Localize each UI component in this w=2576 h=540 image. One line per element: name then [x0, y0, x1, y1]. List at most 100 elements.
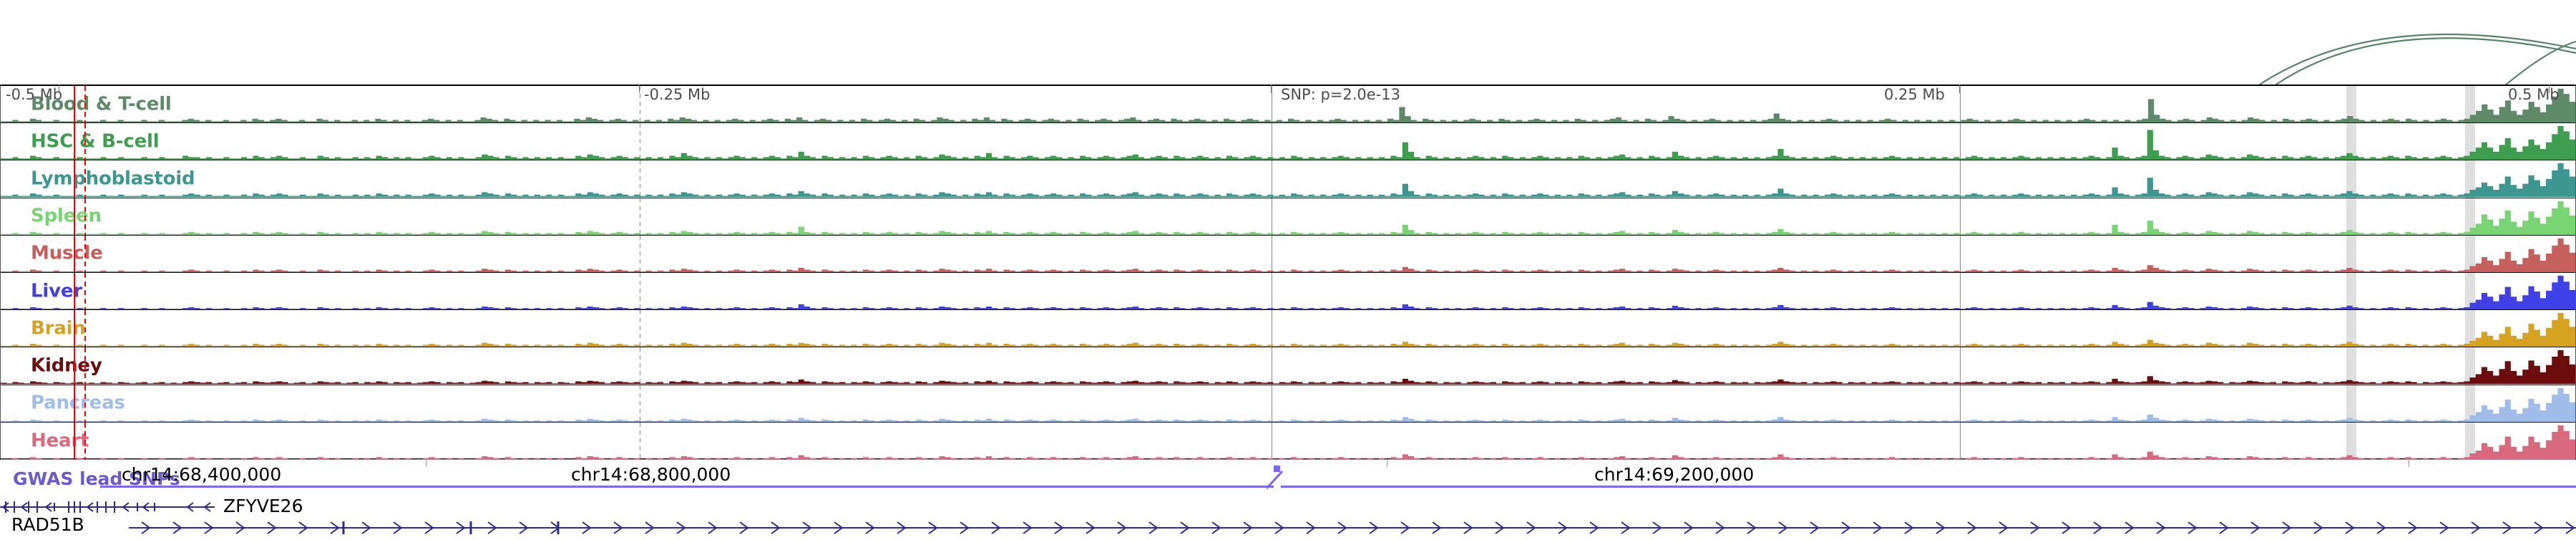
snp-marker-line — [84, 86, 86, 123]
snp-marker-line — [74, 272, 75, 310]
track-label-muscle: Muscle — [31, 242, 103, 264]
highlight-band — [2465, 385, 2475, 422]
highlight-band — [2465, 235, 2475, 272]
arc-2 — [2275, 37, 2576, 85]
highlight-band — [2465, 198, 2475, 235]
highlight-band — [2465, 272, 2475, 310]
gwas-lead-snp-marker[interactable] — [1274, 466, 1280, 472]
signal-area-5 — [1, 275, 2575, 310]
snp-marker-line — [84, 385, 86, 422]
coordinate-label-left: chr14:68,400,000 — [122, 464, 282, 485]
snp-marker-line — [84, 198, 86, 235]
signal-area-1 — [1, 126, 2575, 160]
snp-marker-line — [74, 347, 75, 385]
highlight-band — [2346, 198, 2356, 235]
axis-gridline — [1960, 310, 1961, 347]
arcs-svg — [2258, 33, 2576, 85]
signal-area-2 — [1, 163, 2575, 198]
interaction-arcs-layer — [0, 0, 2576, 85]
signal-track-row[interactable]: Brain — [1, 310, 2575, 348]
arc-3 — [2504, 40, 2576, 85]
signal-track-row[interactable]: Heart — [1, 422, 2575, 460]
signal-tracks-panel[interactable]: Blood & T-cell HSC & B-cell Lymphoblastoid… — [0, 85, 2576, 460]
snp-marker-line — [74, 160, 75, 198]
snp-marker-line — [84, 272, 86, 310]
axis-gridline — [1960, 422, 1961, 460]
highlight-band — [2346, 310, 2356, 347]
bottom-annotation-area: GWAS lead SNPs chr14:68,400,000 chr14:68… — [0, 460, 2576, 537]
signal-track-row[interactable]: Kidney — [1, 347, 2575, 385]
highlight-band — [2346, 385, 2356, 422]
snp-marker-line — [74, 86, 75, 123]
signal-track-row[interactable]: Spleen — [1, 198, 2575, 236]
snp-marker-line — [84, 123, 86, 160]
highlight-band — [2465, 347, 2475, 385]
signal-area-8 — [1, 387, 2575, 422]
track-label-hsc-b-cell: HSC & B-cell — [31, 130, 160, 153]
axis-gridline — [1960, 347, 1961, 385]
highlight-band — [2346, 235, 2356, 272]
zfyve26-gene-model — [0, 501, 215, 513]
highlight-band — [2346, 160, 2356, 198]
axis-gridline — [1960, 123, 1961, 160]
highlight-band — [2465, 310, 2475, 347]
coordinate-label-mid: chr14:68,800,000 — [571, 464, 731, 485]
highlight-band — [2465, 86, 2475, 123]
track-label-kidney: Kidney — [31, 355, 102, 377]
axis-gridline — [1960, 198, 1961, 235]
snp-marker-line — [74, 198, 75, 235]
track-label-heart: Heart — [31, 430, 89, 452]
gene-name-rad51b: RAD51B — [11, 514, 84, 535]
highlight-band — [2346, 272, 2356, 310]
highlight-band — [2465, 123, 2475, 160]
axis-gridline — [1960, 160, 1961, 198]
snp-marker-line — [84, 347, 86, 385]
track-label-lymphoblastoid: Lymphoblastoid — [31, 168, 195, 190]
signal-track-row[interactable]: Lymphoblastoid — [1, 160, 2575, 198]
track-label-blood-t-cell: Blood & T-cell — [31, 92, 172, 115]
gwas-connector-line-right — [1281, 486, 2576, 488]
track-label-pancreas: Pancreas — [31, 392, 125, 414]
axis-gridline — [1960, 235, 1961, 272]
snp-marker-line — [84, 310, 86, 347]
signal-area-7 — [1, 350, 2575, 385]
arc-1 — [2258, 33, 2576, 85]
gene-track-rad51b[interactable]: RAD51B — [0, 514, 2576, 540]
gene-name-zfyve26: ZFYVE26 — [223, 496, 303, 516]
signal-area-6 — [1, 312, 2575, 347]
gene-track-zfyve26[interactable]: ZFYVE26 — [0, 496, 2576, 519]
highlight-band — [2346, 86, 2356, 123]
highlight-band — [2346, 422, 2356, 460]
signal-track-row[interactable]: Blood & T-cell — [1, 86, 2575, 124]
signal-area-3 — [1, 201, 2575, 235]
axis-gridline — [1960, 385, 1961, 422]
snp-marker-line — [74, 385, 75, 422]
coordinate-label-right: chr14:69,200,000 — [1594, 464, 1755, 485]
rad51b-gene-model — [129, 521, 2576, 534]
highlight-band — [2465, 160, 2475, 198]
highlight-band — [2346, 123, 2356, 160]
axis-gridline — [1960, 86, 1961, 123]
track-label-brain: Brain — [31, 317, 86, 339]
snp-marker-line — [74, 123, 75, 160]
axis-gridline — [1960, 272, 1961, 310]
gwas-connector-line — [100, 486, 1274, 488]
snp-marker-line — [84, 422, 86, 460]
signal-track-row[interactable]: Muscle — [1, 235, 2575, 273]
highlight-band — [2346, 347, 2356, 385]
signal-track-row[interactable]: Liver — [1, 272, 2575, 311]
signal-track-row[interactable]: Pancreas — [1, 385, 2575, 423]
signal-area-4 — [1, 238, 2575, 272]
gwas-connector-riser — [1267, 470, 1284, 490]
snp-marker-line — [74, 422, 75, 460]
track-label-spleen: Spleen — [31, 205, 102, 227]
signal-area-0 — [1, 88, 2575, 123]
snp-marker-line — [74, 235, 75, 272]
snp-marker-line — [84, 235, 86, 272]
signal-area-9 — [1, 425, 2575, 460]
signal-track-row[interactable]: HSC & B-cell — [1, 123, 2575, 161]
highlight-band — [2465, 422, 2475, 460]
snp-marker-line — [74, 310, 75, 347]
snp-marker-line — [84, 160, 86, 198]
